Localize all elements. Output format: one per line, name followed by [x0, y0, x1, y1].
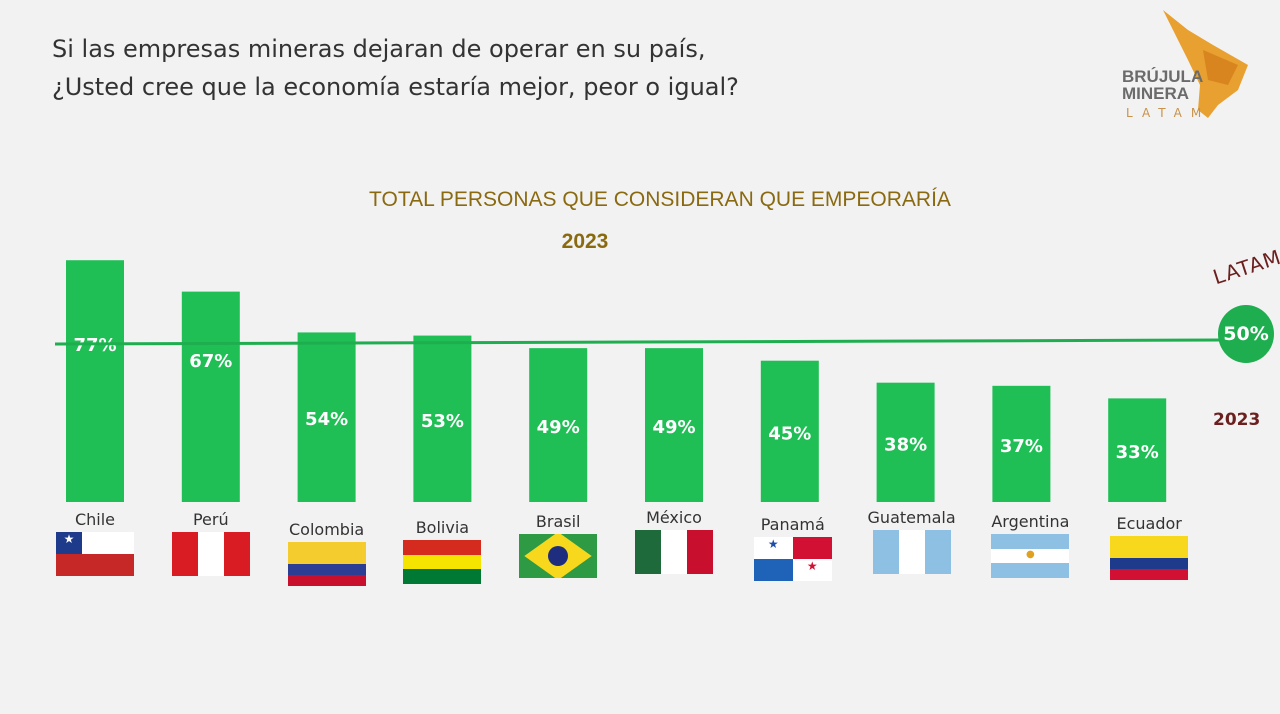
reference-line-50	[54, 338, 1221, 346]
data-label: 37%	[1000, 436, 1043, 457]
flag-colombia-icon	[287, 542, 366, 586]
bar-colombia	[297, 332, 356, 502]
flag-guatemala-icon	[872, 530, 951, 574]
bar-guatemala	[876, 382, 935, 502]
bar-argentina	[992, 385, 1051, 502]
flag-perú-icon	[171, 532, 250, 576]
logo-line1: BRÚJULA	[1122, 67, 1204, 86]
data-label: 67%	[189, 351, 232, 372]
flag-méxico-icon	[635, 530, 713, 574]
data-label: 45%	[768, 423, 811, 444]
bar-bolivia	[413, 335, 472, 502]
category-label: México	[646, 508, 702, 527]
data-label: 38%	[884, 434, 927, 455]
data-label: 54%	[305, 409, 348, 430]
data-label: 53%	[421, 411, 464, 432]
bar-perú	[181, 291, 240, 502]
latin-america-map-icon	[1163, 10, 1248, 118]
chart-subtitle: 2023	[561, 230, 609, 253]
data-label: 77%	[73, 335, 116, 356]
category-label: Bolivia	[415, 518, 470, 537]
chart-title: TOTAL PERSONAS QUE CONSIDERAN QUE EMPEOR…	[369, 188, 951, 211]
bar-méxico	[645, 348, 703, 502]
flag-ecuador-icon	[1110, 536, 1189, 580]
data-label: 49%	[537, 417, 580, 438]
category-label: Guatemala	[867, 508, 956, 527]
flag-chile-icon: ★	[56, 532, 134, 576]
brujula-minera-logo: BRÚJULA MINERA LATAM	[1118, 10, 1258, 120]
bar-chile	[66, 260, 124, 502]
category-label: Colombia	[289, 520, 365, 539]
category-label: Chile	[74, 510, 116, 529]
bar-panamá	[760, 360, 819, 502]
bar-ecuador	[1108, 398, 1167, 502]
data-label: 49%	[652, 417, 695, 438]
category-label: Brasil	[535, 512, 581, 531]
latam-average-badge: 50%	[1218, 305, 1274, 363]
category-label: Argentina	[991, 512, 1070, 531]
latam-year: 2023	[1213, 410, 1261, 430]
category-label: Panamá	[760, 515, 825, 534]
flag-argentina-icon: ●	[991, 534, 1070, 578]
flag-bolivia-icon	[403, 540, 482, 584]
data-label: 33%	[1116, 442, 1159, 463]
category-label: Perú	[192, 510, 229, 529]
logo-line3: LATAM	[1126, 106, 1211, 120]
flag-panamá-icon: ★ ★	[753, 537, 832, 581]
category-label: Ecuador	[1116, 514, 1182, 533]
flag-brasil-icon	[519, 534, 598, 578]
question-text: Si las empresas mineras dejaran de opera…	[52, 35, 739, 101]
bar-brasil	[529, 348, 588, 502]
logo-line2: MINERA	[1122, 84, 1190, 103]
